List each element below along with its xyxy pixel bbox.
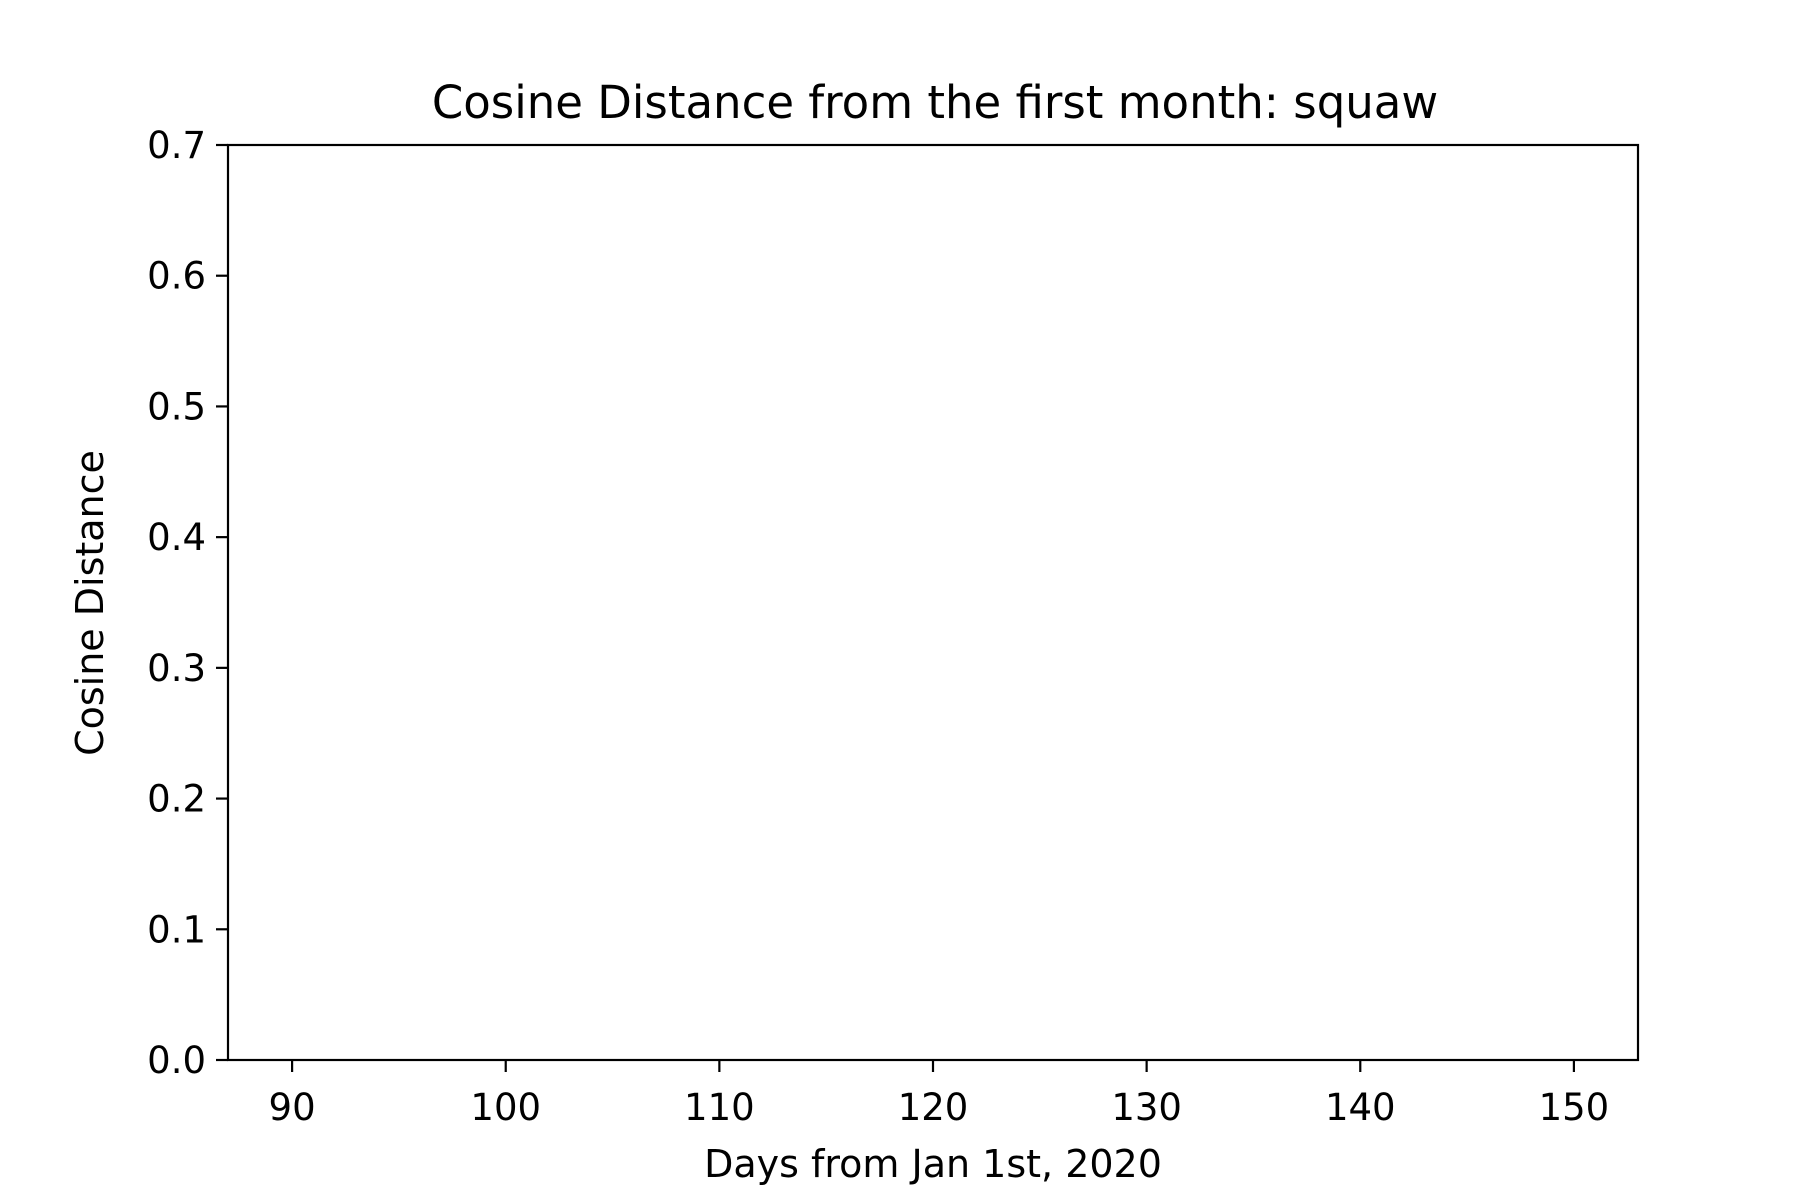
y-axis-label: Cosine Distance [68,450,112,756]
x-tick-label: 130 [1111,1086,1182,1129]
x-tick-label: 150 [1539,1086,1610,1129]
x-tick-label: 110 [684,1086,755,1129]
y-tick-label: 0.3 [147,647,206,690]
x-tick-label: 140 [1325,1086,1396,1129]
chart-title: Cosine Distance from the first month: sq… [432,76,1438,129]
x-tick-label: 100 [470,1086,541,1129]
x-tick-label: 90 [269,1086,316,1129]
y-axis: 0.0 0.1 0.2 0.3 0.4 0.5 0.6 0.7 [147,124,228,1082]
y-tick-label: 0.5 [147,385,206,428]
y-tick-label: 0.7 [147,124,206,167]
x-tick-label: 120 [898,1086,969,1129]
y-tick-label: 0.6 [147,255,206,298]
y-tick-label: 0.2 [147,778,206,821]
x-axis-label: Days from Jan 1st, 2020 [704,1142,1162,1186]
y-tick-label: 0.4 [147,516,206,559]
x-axis: 90 100 110 120 130 140 150 [269,1060,1610,1129]
y-tick-label: 0.0 [147,1039,206,1082]
y-tick-label: 0.1 [147,908,206,951]
